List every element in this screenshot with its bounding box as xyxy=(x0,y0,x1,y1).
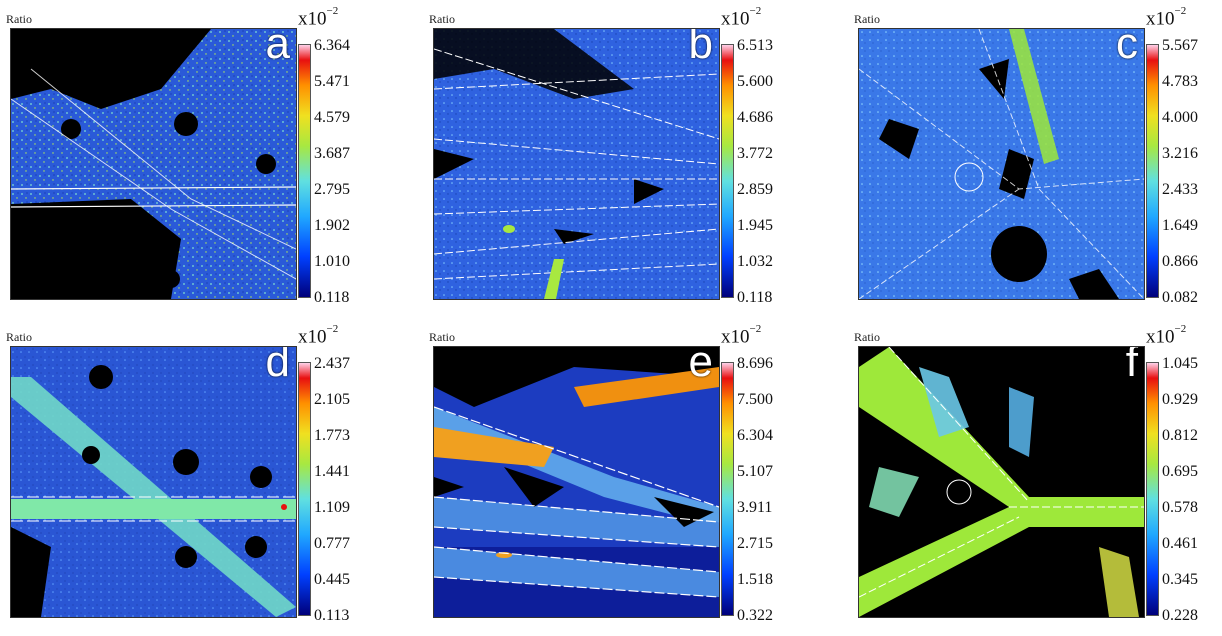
tick-label: 1.518 xyxy=(737,571,773,588)
tick-label: 0.322 xyxy=(737,607,773,624)
map-graphic-f xyxy=(859,347,1144,617)
tick-label: 1.109 xyxy=(314,499,350,516)
ratio-map-d: d xyxy=(10,346,297,618)
ratio-map-f: f xyxy=(858,346,1145,618)
panel-d: Ratio d x10−2 2.437 2.105 1.773 1.441 xyxy=(0,322,400,632)
tick-label: 6.304 xyxy=(737,427,773,444)
tick-label: 2.105 xyxy=(314,391,350,408)
panel-c: Ratio c x10−2 5.567 4.783 4.000 3.216 2.… xyxy=(848,4,1222,314)
ratio-label: Ratio xyxy=(429,330,455,344)
ratio-label: Ratio xyxy=(6,330,32,344)
colorbar xyxy=(721,44,734,298)
tick-label: 0.445 xyxy=(314,571,350,588)
colorbar xyxy=(298,44,311,298)
tick-label: 4.579 xyxy=(314,109,350,126)
colorbar-ticks: 8.696 7.500 6.304 5.107 3.911 2.715 1.51… xyxy=(737,355,797,624)
tick-label: 2.859 xyxy=(737,181,773,198)
panel-letter: b xyxy=(688,28,713,68)
tick-label: 8.696 xyxy=(737,355,773,372)
tick-label: 7.500 xyxy=(737,391,773,408)
tick-label: 0.461 xyxy=(1162,535,1198,552)
tick-label: 0.082 xyxy=(1162,289,1198,306)
ratio-label: Ratio xyxy=(854,330,880,344)
tick-label: 4.686 xyxy=(737,109,773,126)
tick-label: 0.777 xyxy=(314,535,350,552)
panel-letter: a xyxy=(265,28,290,68)
tick-label: 5.471 xyxy=(314,73,350,90)
tick-label: 4.783 xyxy=(1162,73,1198,90)
map-graphic-b xyxy=(434,29,719,299)
colorbar-multiplier: x10−2 xyxy=(298,5,339,30)
tick-label: 1.010 xyxy=(314,253,350,270)
ratio-label: Ratio xyxy=(854,12,880,26)
map-graphic-a xyxy=(11,29,296,299)
colorbar-multiplier: x10−2 xyxy=(721,5,762,30)
tick-label: 3.772 xyxy=(737,145,773,162)
ratio-map-b: b xyxy=(433,28,720,300)
tick-label: 0.695 xyxy=(1162,463,1198,480)
tick-label: 0.866 xyxy=(1162,253,1198,270)
tick-label: 2.433 xyxy=(1162,181,1198,198)
tick-label: 0.578 xyxy=(1162,499,1198,516)
tick-label: 6.513 xyxy=(737,37,773,54)
panel-a: Ratio a x10−2 6.364 5.471 4.579 3.687 xyxy=(0,4,400,314)
tick-label: 5.567 xyxy=(1162,37,1198,54)
ratio-label: Ratio xyxy=(429,12,455,26)
tick-label: 0.812 xyxy=(1162,427,1198,444)
tick-label: 1.649 xyxy=(1162,217,1198,234)
panel-f: Ratio f x10−2 1.045 0.929 0.812 0.695 0.… xyxy=(848,322,1222,632)
panel-b: Ratio b x10−2 6.513 5.600 4.686 3.772 2.… xyxy=(423,4,823,314)
tick-label: 0.929 xyxy=(1162,391,1198,408)
map-graphic-c xyxy=(859,29,1144,299)
tick-label: 6.364 xyxy=(314,37,350,54)
tick-label: 0.118 xyxy=(314,289,350,306)
panel-letter: c xyxy=(1116,28,1138,68)
map-graphic-d xyxy=(11,347,296,617)
panel-letter: f xyxy=(1125,346,1138,386)
tick-label: 4.000 xyxy=(1162,109,1198,126)
tick-label: 1.902 xyxy=(314,217,350,234)
colorbar-ticks: 1.045 0.929 0.812 0.695 0.578 0.461 0.34… xyxy=(1162,355,1222,624)
colorbar xyxy=(298,362,311,616)
panel-letter: d xyxy=(265,346,290,386)
tick-label: 2.437 xyxy=(314,355,350,372)
tick-label: 0.113 xyxy=(314,607,350,624)
colorbar xyxy=(1146,362,1159,616)
tick-label: 1.945 xyxy=(737,217,773,234)
tick-label: 5.600 xyxy=(737,73,773,90)
ratio-label: Ratio xyxy=(6,12,32,26)
colorbar-multiplier: x10−2 xyxy=(1146,323,1187,348)
tick-label: 3.216 xyxy=(1162,145,1198,162)
panel-e: Ratio e x10−2 8.696 7.500 6.304 5.107 3.… xyxy=(423,322,823,632)
ratio-map-a: a xyxy=(10,28,297,300)
colorbar-multiplier: x10−2 xyxy=(1146,5,1187,30)
colorbar-ticks: 6.364 5.471 4.579 3.687 2.795 1.902 1.01… xyxy=(314,37,374,306)
ratio-map-e: e xyxy=(433,346,720,618)
tick-label: 2.795 xyxy=(314,181,350,198)
tick-label: 1.045 xyxy=(1162,355,1198,372)
tick-label: 1.032 xyxy=(737,253,773,270)
colorbar-ticks: 5.567 4.783 4.000 3.216 2.433 1.649 0.86… xyxy=(1162,37,1222,306)
colorbar-ticks: 6.513 5.600 4.686 3.772 2.859 1.945 1.03… xyxy=(737,37,797,306)
tick-label: 1.773 xyxy=(314,427,350,444)
tick-label: 2.715 xyxy=(737,535,773,552)
tick-label: 3.687 xyxy=(314,145,350,162)
colorbar-multiplier: x10−2 xyxy=(298,323,339,348)
colorbar xyxy=(721,362,734,616)
tick-label: 1.441 xyxy=(314,463,350,480)
map-graphic-e xyxy=(434,347,719,617)
tick-label: 0.228 xyxy=(1162,607,1198,624)
tick-label: 3.911 xyxy=(737,499,773,516)
colorbar xyxy=(1146,44,1159,298)
tick-label: 5.107 xyxy=(737,463,773,480)
colorbar-multiplier: x10−2 xyxy=(721,323,762,348)
ratio-map-c: c xyxy=(858,28,1145,300)
panel-letter: e xyxy=(688,346,713,386)
tick-label: 0.118 xyxy=(737,289,773,306)
tick-label: 0.345 xyxy=(1162,571,1198,588)
colorbar-ticks: 2.437 2.105 1.773 1.441 1.109 0.777 0.44… xyxy=(314,355,374,624)
